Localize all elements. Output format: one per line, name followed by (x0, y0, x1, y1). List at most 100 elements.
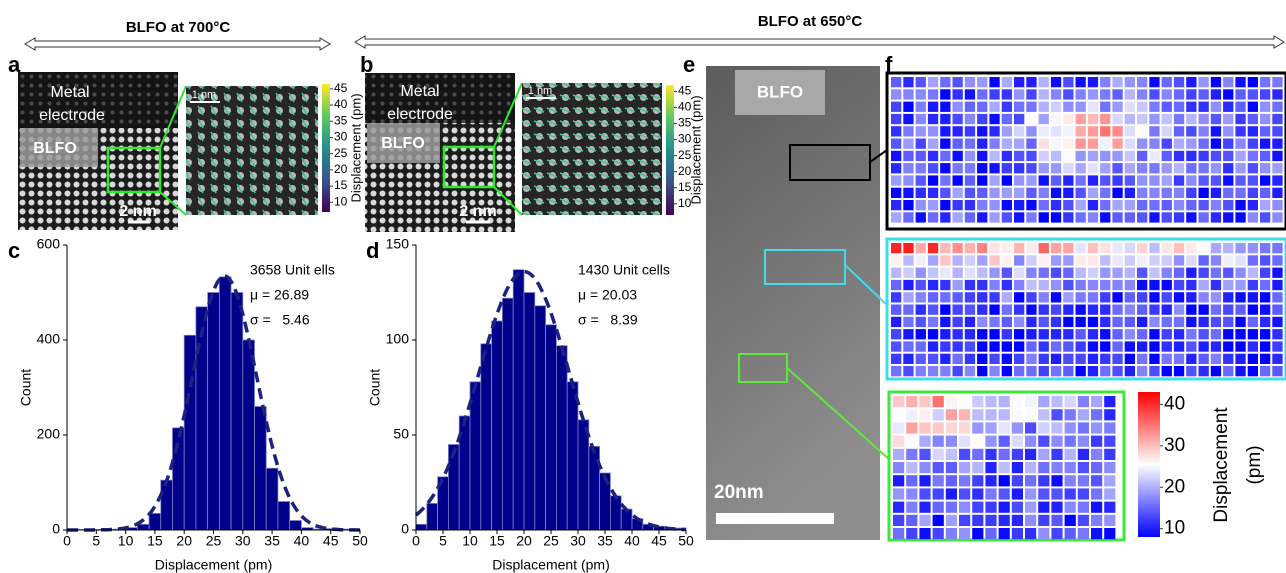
heatmap-cell (1100, 150, 1111, 162)
heatmap-cell (989, 255, 1000, 266)
heatmap-cell (915, 243, 926, 254)
heatmap-cell (1137, 187, 1148, 198)
heatmap-cell (1014, 267, 1025, 278)
heatmap-cell (891, 126, 902, 137)
heatmap-cell (952, 187, 963, 198)
annotation: σ = 5.46 (250, 312, 310, 328)
heatmap-cell (906, 396, 918, 408)
heatmap-cell (932, 528, 944, 540)
heatmap-cell (927, 255, 939, 266)
heatmap-cell (964, 267, 976, 278)
heatmap-cell (1011, 462, 1023, 474)
heatmap-cell (1026, 101, 1037, 112)
y-tick-label: 400 (37, 331, 61, 347)
heatmap-cell (1186, 89, 1197, 100)
heatmap-cell (1223, 292, 1234, 303)
heatmap-cell (1223, 341, 1234, 352)
heatmap-cell (1025, 528, 1037, 540)
heatmap-cell (1063, 243, 1074, 254)
heatmap-cell (1026, 187, 1037, 198)
heatmap-cell (1161, 292, 1172, 303)
x-tick-label: 10 (118, 533, 134, 549)
heatmap-cell (1087, 163, 1099, 174)
heatmap-cell (1186, 366, 1197, 377)
heatmap-cell (1026, 267, 1037, 278)
heatmap-cell (1210, 126, 1222, 137)
heatmap-cell (1038, 163, 1049, 174)
heatmap-cell (1210, 187, 1222, 198)
heatmap-cell (1087, 353, 1099, 364)
heatmap-cell (1001, 77, 1012, 88)
heatmap-cell (952, 267, 963, 278)
heatmap-cell (1186, 243, 1197, 254)
heatmap-cell (1137, 163, 1148, 174)
heatmap-cell (1124, 187, 1135, 198)
range-arrow (24, 37, 331, 51)
heatmap-cell (1137, 113, 1148, 125)
heatmap-cell (1272, 243, 1283, 254)
heatmap-cell (1210, 101, 1222, 112)
heatmap-cell (927, 77, 939, 88)
heatmap-cell (998, 396, 1010, 408)
heatmap-cell (972, 462, 984, 474)
heatmap-cell (1038, 150, 1049, 162)
heatmap-cell (940, 200, 951, 211)
heatmap-cell (964, 200, 976, 211)
heatmap-cell (989, 267, 1000, 278)
heatmap-cell (1272, 292, 1283, 303)
heatmap-cell (959, 488, 971, 500)
heatmap-cell (1112, 292, 1123, 303)
heatmap-cell (1186, 255, 1197, 266)
heatmap-cell (1014, 77, 1025, 88)
heatmap-cell (1075, 267, 1086, 278)
heatmap-cell (927, 212, 939, 223)
heatmap-cell (915, 366, 926, 377)
x-tick-label: 20 (176, 533, 192, 549)
heatmap-cell (1112, 255, 1123, 266)
heatmap-cell (1087, 101, 1099, 112)
heatmap-cell (1173, 353, 1185, 364)
heatmap-cell (1272, 366, 1283, 377)
heatmap-cell (1091, 514, 1103, 526)
heatmap-cell (1173, 292, 1185, 303)
heatmap-cell (1025, 422, 1037, 434)
heatmap-cell (1235, 255, 1246, 266)
heatmap-cell (1247, 341, 1258, 352)
heatmap-cell (919, 409, 931, 421)
zoom-line (493, 82, 523, 148)
heatmap-cell (1087, 138, 1099, 149)
heatmap-cell (1260, 341, 1271, 352)
heatmap-cell (1014, 329, 1025, 340)
heatmap-cell (1051, 396, 1063, 408)
heatmap-cell (1161, 304, 1172, 315)
heatmap-cell (1025, 396, 1037, 408)
heatmap-cell (1149, 316, 1160, 328)
heatmap-cell (891, 77, 902, 88)
heatmap-cell (959, 435, 971, 447)
heatmap-cell (906, 448, 918, 460)
heatmap-cell (1210, 341, 1222, 352)
colorbar-tick-label: 40 (678, 100, 692, 114)
heatmap-cell (927, 113, 939, 125)
heatmap-cell (1210, 77, 1222, 88)
heatmap-cell (903, 150, 914, 162)
heatmap-cell (1161, 329, 1172, 340)
heatmap-cell (1091, 396, 1103, 408)
heatmap-cell (1272, 279, 1283, 291)
colorbar-tick-label: 30 (1164, 435, 1185, 456)
heatmap-cell (952, 89, 963, 100)
heatmap-cell (1038, 77, 1049, 88)
heatmap-cell (1149, 353, 1160, 364)
heatmap-cell (1235, 126, 1246, 137)
heatmap-cell (1051, 528, 1063, 540)
heatmap-cell (1210, 329, 1222, 340)
heatmap-cell (985, 409, 997, 421)
heatmap-cell (1050, 304, 1062, 315)
heatmap-cell (1137, 366, 1148, 377)
heatmap-cell (1124, 212, 1135, 223)
heatmap-cell (1112, 113, 1123, 125)
heatmap-cell (1087, 341, 1099, 352)
heatmap-cell (1161, 267, 1172, 278)
heatmap-cell (1149, 212, 1160, 223)
heatmap-cell (1210, 243, 1222, 254)
